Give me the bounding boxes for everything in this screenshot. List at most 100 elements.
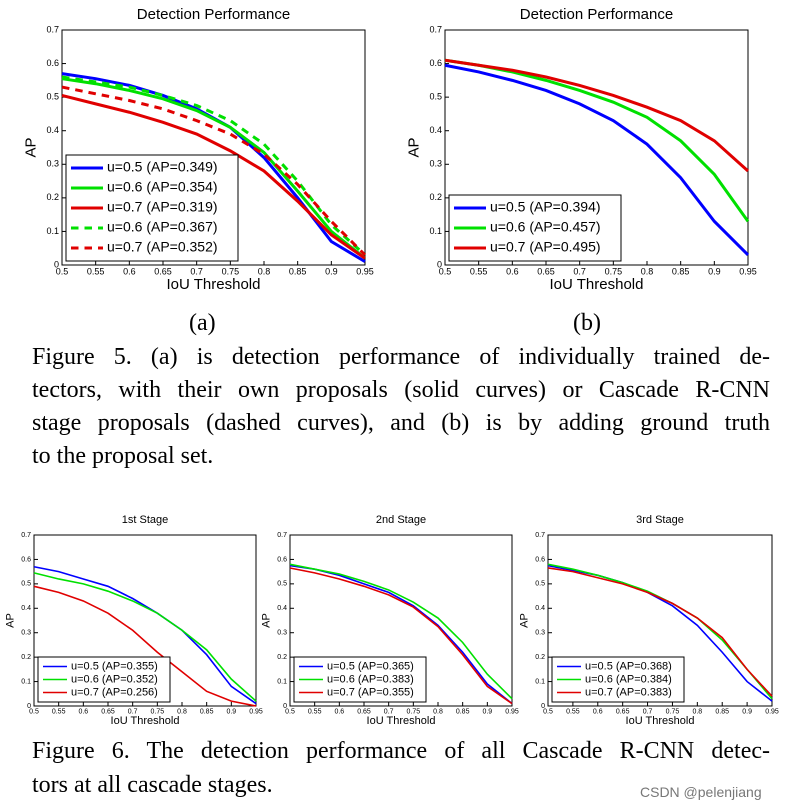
y-tick-label: 0.4 (535, 605, 545, 612)
x-tick-label: 0.95 (249, 708, 263, 715)
x-tick-label: 0.5 (543, 708, 553, 715)
legend-label: u=0.6 (AP=0.367) (107, 219, 218, 235)
x-tick-label: 0.95 (765, 708, 779, 715)
legend-label: u=0.5 (AP=0.365) (327, 660, 414, 672)
series-line (289, 563, 513, 700)
y-tick-label: 0.3 (277, 630, 287, 637)
y-tick-label: 0.7 (46, 24, 59, 34)
legend-label: u=0.6 (AP=0.457) (490, 219, 601, 235)
y-tick-label: 0.6 (277, 556, 287, 563)
legend-label: u=0.6 (AP=0.383) (327, 673, 414, 685)
y-axis-label: AP (519, 613, 531, 628)
series-line (61, 94, 366, 260)
x-tick-label: 0.95 (739, 267, 757, 277)
x-tick-label: 0.65 (616, 708, 630, 715)
series-line (444, 58, 750, 173)
y-axis-label: AP (5, 613, 17, 628)
x-tick-label: 0.9 (742, 708, 752, 715)
y-tick-label: 0.4 (429, 125, 442, 135)
x-axis-label: IoU Threshold (111, 715, 180, 727)
y-tick-label: 0.5 (46, 92, 59, 102)
series-line (33, 572, 257, 702)
x-tick-label: 0.8 (433, 708, 443, 715)
x-tick-label: 0.6 (593, 708, 603, 715)
legend-label: u=0.7 (AP=0.495) (490, 239, 601, 255)
x-tick-label: 0.65 (101, 708, 115, 715)
y-tick-label: 0.7 (277, 532, 287, 539)
y-axis-label: AP (261, 613, 273, 628)
chart-title: 2nd Stage (376, 514, 426, 526)
legend-label: u=0.5 (AP=0.394) (490, 199, 601, 215)
legend-label: u=0.5 (AP=0.368) (585, 660, 672, 672)
y-tick-label: 0.5 (277, 581, 287, 588)
legend-label: u=0.6 (AP=0.354) (107, 179, 218, 195)
x-tick-label: 0.65 (154, 267, 172, 277)
x-tick-label: 0.8 (177, 708, 187, 715)
y-tick-label: 0.7 (535, 532, 545, 539)
caption-line: Figure 5. (a) is detection performance o… (32, 344, 770, 370)
x-tick-label: 0.8 (641, 267, 654, 277)
legend-label: u=0.7 (AP=0.383) (585, 686, 672, 698)
y-tick-label: 0.3 (21, 630, 31, 637)
x-tick-label: 0.5 (285, 708, 295, 715)
x-tick-label: 0.7 (384, 708, 394, 715)
caption-line: tors at all cascade stages. (32, 772, 273, 798)
x-tick-label: 0.75 (605, 267, 623, 277)
y-tick-label: 0.2 (277, 654, 287, 661)
x-tick-label: 0.75 (407, 708, 421, 715)
chart-title: Detection Performance (137, 6, 290, 23)
legend-label: u=0.7 (AP=0.355) (327, 686, 414, 698)
watermark: CSDN @pelenjiang (640, 784, 762, 800)
y-tick-label: 0.2 (535, 654, 545, 661)
y-axis-label: AP (22, 137, 39, 157)
x-tick-label: 0.85 (289, 267, 307, 277)
x-tick-label: 0.85 (715, 708, 729, 715)
chart-title: Detection Performance (520, 6, 673, 23)
y-tick-label: 0 (27, 703, 31, 710)
x-tick-label: 0.6 (506, 267, 519, 277)
x-tick-label: 0.5 (439, 267, 452, 277)
x-tick-label: 0.9 (708, 267, 721, 277)
chart-title: 1st Stage (122, 514, 168, 526)
series-line (33, 585, 257, 707)
x-axis-label: IoU Threshold (626, 715, 695, 727)
x-tick-label: 0.55 (87, 267, 105, 277)
series-line (444, 63, 750, 256)
x-tick-label: 0.5 (29, 708, 39, 715)
y-tick-label: 0.6 (535, 556, 545, 563)
x-tick-label: 0.85 (200, 708, 214, 715)
x-tick-label: 0.7 (573, 267, 586, 277)
y-tick-label: 0.1 (46, 226, 59, 236)
y-tick-label: 0.7 (429, 24, 442, 34)
series-line (61, 77, 366, 260)
y-tick-label: 0 (283, 703, 287, 710)
y-tick-label: 0 (541, 703, 545, 710)
series-line (289, 567, 513, 705)
x-tick-label: 0.7 (643, 708, 653, 715)
y-tick-label: 0.2 (21, 654, 31, 661)
x-axis-label: IoU Threshold (550, 276, 644, 293)
x-tick-label: 0.65 (357, 708, 371, 715)
x-tick-label: 0.5 (56, 267, 69, 277)
series-line (61, 85, 367, 256)
series-line (547, 567, 773, 697)
x-tick-label: 0.6 (123, 267, 136, 277)
y-tick-label: 0.1 (277, 678, 287, 685)
x-tick-label: 0.9 (226, 708, 236, 715)
legend-label: u=0.7 (AP=0.352) (107, 239, 218, 255)
legend-label: u=0.5 (AP=0.355) (71, 660, 158, 672)
y-tick-label: 0.5 (21, 581, 31, 588)
x-tick-label: 0.9 (325, 267, 338, 277)
x-tick-label: 0.6 (78, 708, 88, 715)
panel-label: (b) (573, 310, 601, 336)
y-tick-label: 0.2 (429, 192, 442, 202)
x-tick-label: 0.65 (537, 267, 555, 277)
legend-label: u=0.6 (AP=0.384) (585, 673, 672, 685)
y-tick-label: 0 (54, 259, 59, 269)
x-tick-label: 0.55 (308, 708, 322, 715)
series-line (33, 565, 257, 705)
y-tick-label: 0.1 (21, 678, 31, 685)
y-tick-label: 0.5 (535, 581, 545, 588)
x-tick-label: 0.8 (692, 708, 702, 715)
legend-label: u=0.7 (AP=0.256) (71, 686, 158, 698)
